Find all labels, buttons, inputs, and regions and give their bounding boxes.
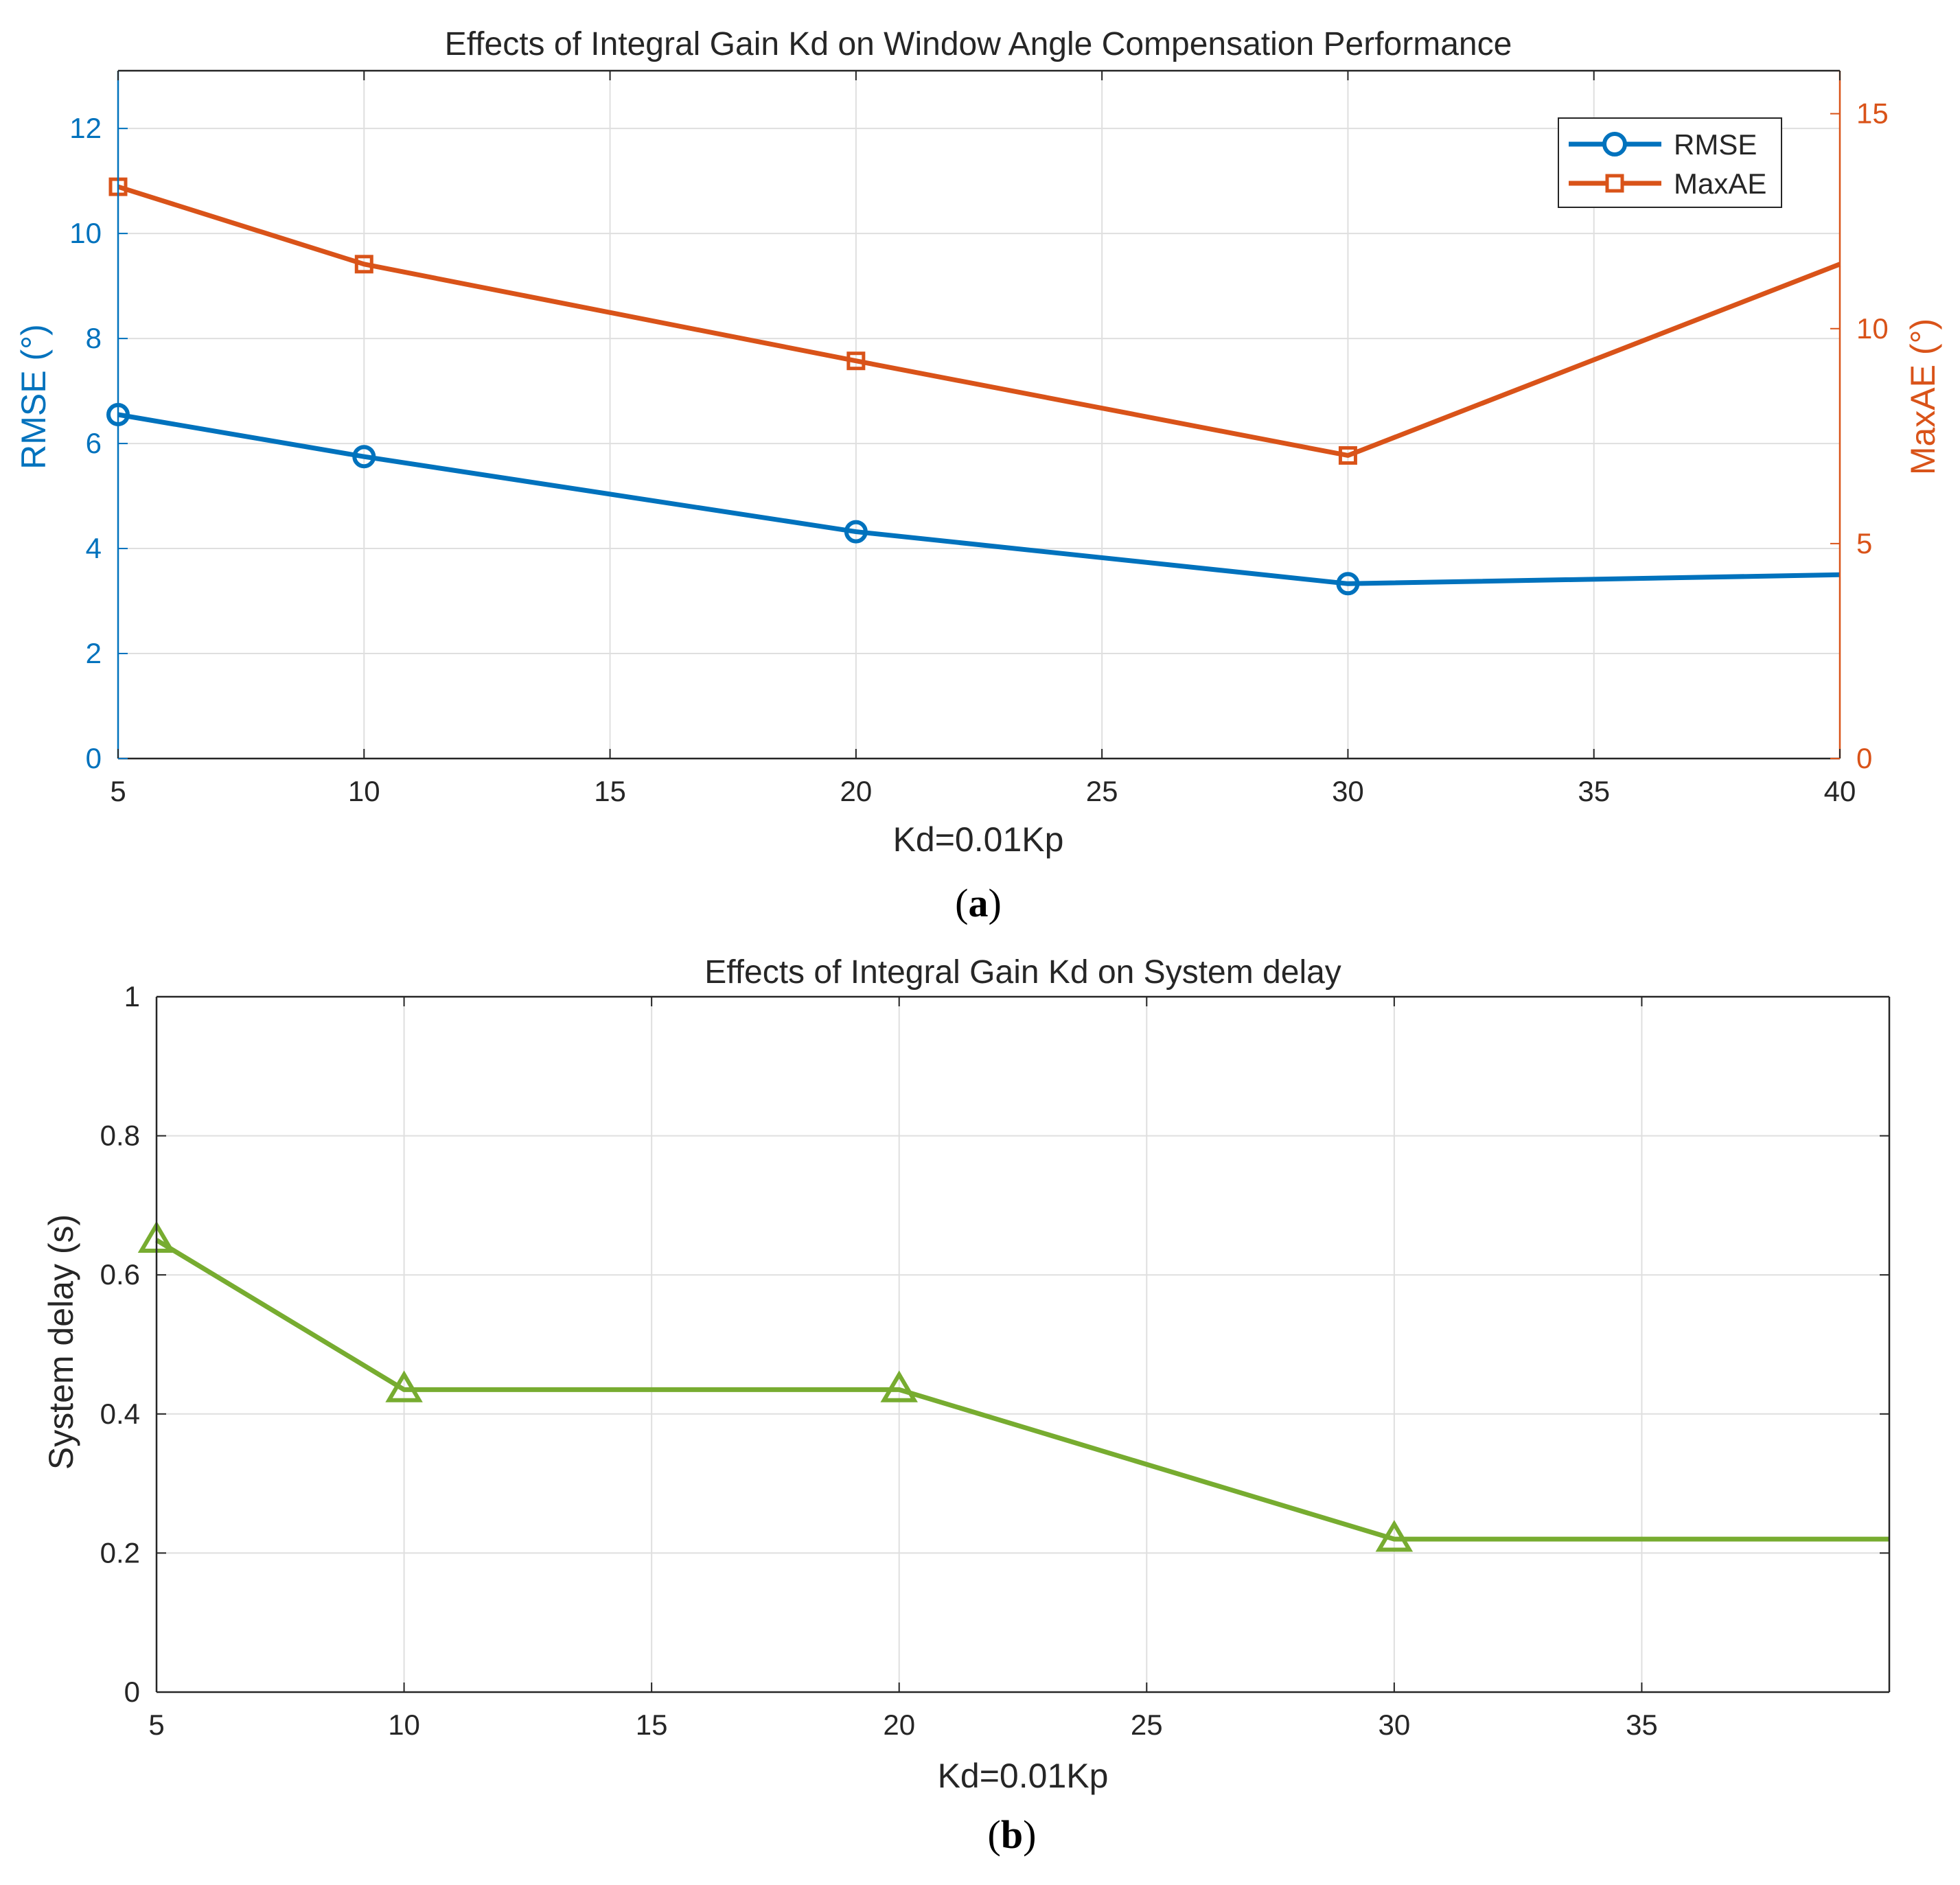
chart-b-panel-letter: b	[1001, 1812, 1023, 1857]
data-point-rmse	[844, 520, 868, 544]
y-tick-label-right: 0	[1856, 742, 1872, 774]
chart-b-tick-labels: 5 10 15 20 25 30 35 0 0.2 0.4 0.6 0.8 1	[100, 980, 1658, 1741]
chart-a-panel-letter: a	[969, 881, 989, 925]
y-tick-label-right: 5	[1856, 527, 1872, 559]
x-tick-label: 25	[1131, 1709, 1163, 1741]
data-point-system-delay	[385, 1370, 423, 1402]
y-tick-label-left: 0.2	[100, 1536, 140, 1569]
chart-b-panel-label: (b)	[988, 1812, 1037, 1857]
chart-a-series	[106, 177, 1841, 596]
y-tick-label-left: 0.6	[100, 1258, 140, 1291]
x-tick-label: 15	[636, 1709, 668, 1741]
x-tick-label: 10	[348, 775, 380, 807]
chart-b-axes	[155, 995, 1891, 1693]
data-point-system-delay	[880, 1370, 918, 1402]
x-tick-label: 5	[148, 1709, 164, 1741]
x-tick-label: 35	[1578, 775, 1610, 807]
chart-b-title: Effects of Integral Gain Kd on System de…	[704, 954, 1341, 991]
y-tick-label-left: 8	[86, 322, 102, 354]
series-line-rmse	[117, 412, 1841, 586]
data-point-maxae	[354, 255, 373, 274]
data-point-rmse	[1336, 572, 1360, 596]
chart-a-right-ylabel: MaxAE (°)	[1904, 319, 1942, 475]
chart-b-left-ylabel: System delay (s)	[42, 1214, 80, 1470]
chart-a-axes	[117, 69, 1841, 760]
data-point-system-delay	[1375, 1520, 1414, 1552]
legend-rmse-marker	[1602, 132, 1627, 157]
chart-a-panel-label: (a)	[955, 881, 1002, 925]
x-tick-label: 5	[110, 775, 126, 807]
x-tick-label: 35	[1626, 1709, 1658, 1741]
data-point-maxae	[1338, 446, 1357, 465]
chart-a-legend-box	[1558, 117, 1782, 208]
chart-b-grid	[157, 997, 1889, 1692]
x-tick-label: 30	[1332, 775, 1364, 807]
y-tick-label-left: 1	[124, 980, 140, 1013]
y-tick-label-left: 2	[86, 637, 102, 669]
data-point-maxae	[846, 351, 866, 371]
x-tick-label: 25	[1086, 775, 1118, 807]
chart-a-legend: RMSE MaxAE	[1558, 117, 1782, 208]
data-point-rmse	[352, 445, 376, 469]
x-tick-label: 20	[840, 775, 872, 807]
chart-b-series	[137, 1221, 1889, 1552]
x-tick-label: 10	[388, 1709, 420, 1741]
y-tick-label-left: 6	[86, 427, 102, 459]
chart-b: 5 10 15 20 25 30 35 0 0.2 0.4 0.6 0.8 1 Effects of I…	[42, 954, 1891, 1857]
x-tick-label: 20	[883, 1709, 915, 1741]
x-tick-label: 40	[1824, 775, 1856, 807]
series-line-maxae	[117, 184, 1841, 458]
x-tick-label: 15	[594, 775, 626, 807]
y-tick-label-right: 15	[1856, 97, 1889, 130]
x-tick-label: 30	[1378, 1709, 1410, 1741]
chart-a-xlabel: Kd=0.01Kp	[893, 820, 1064, 859]
series-line-system-delay	[155, 1238, 1889, 1542]
chart-b-xlabel: Kd=0.01Kp	[938, 1757, 1109, 1795]
y-tick-label-right: 10	[1856, 312, 1889, 345]
legend-maxae-marker	[1605, 174, 1624, 193]
y-tick-label-left: 4	[86, 532, 102, 564]
y-tick-label-left: 12	[69, 112, 102, 144]
y-tick-label-left: 0.8	[100, 1120, 140, 1152]
y-tick-label-left: 0	[86, 742, 102, 774]
y-tick-label-left: 0.4	[100, 1398, 140, 1430]
legend-rmse-label: RMSE	[1674, 128, 1757, 161]
legend-maxae-label: MaxAE	[1674, 167, 1766, 200]
chart-a-left-ylabel: RMSE (°)	[14, 324, 53, 470]
chart-a-title: Effects of Integral Gain Kd on Window An…	[445, 26, 1512, 62]
y-tick-label-left: 0	[124, 1676, 140, 1708]
y-tick-label-left: 10	[69, 217, 102, 249]
